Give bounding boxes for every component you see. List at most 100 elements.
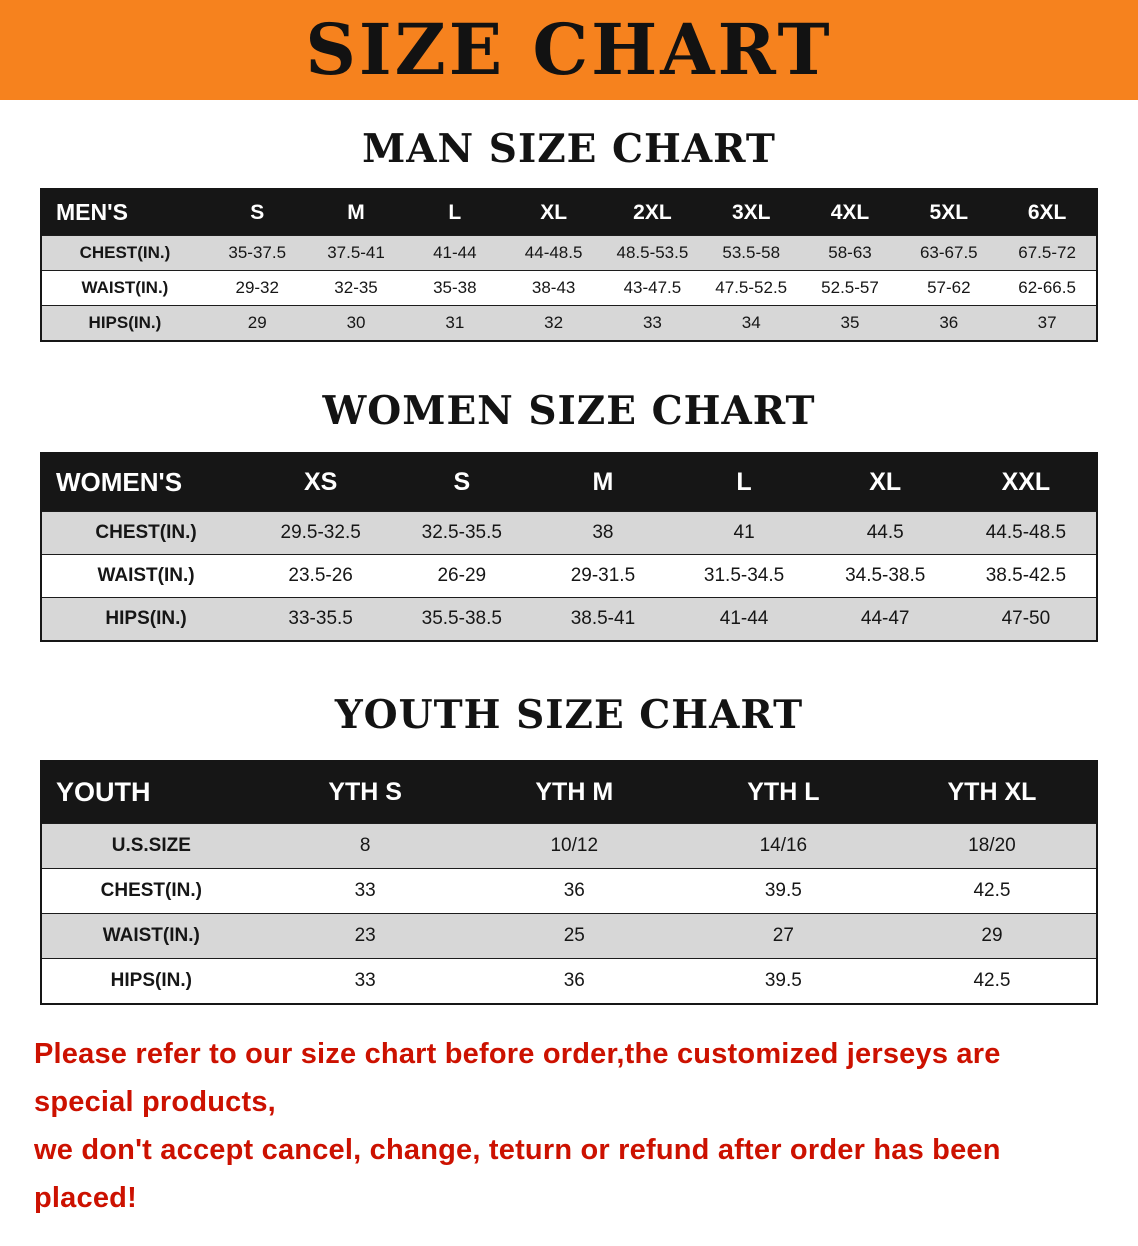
size-value-cell: 29.5-32.5 [250, 511, 392, 555]
size-column-header: XXL [1001, 468, 1051, 496]
size-value-cell: 43-47.5 [603, 270, 702, 306]
size-value-cell: 31 [405, 305, 505, 341]
size-value-cell: 32.5-35.5 [391, 511, 533, 555]
size-value-cell: 37 [998, 305, 1097, 341]
size-column-header: 5XL [929, 200, 969, 224]
row-label: WAIST(IN.) [41, 270, 208, 306]
disclaimer: Please refer to our size chart before or… [0, 1031, 1138, 1222]
size-value-cell: 47.5-52.5 [701, 270, 801, 306]
size-value-cell: 44.5 [814, 511, 956, 555]
size-column-header: YTH S [328, 778, 402, 806]
size-value-cell: 34 [701, 305, 801, 341]
youth-section-heading: YOUTH SIZE CHART [334, 692, 804, 738]
size-value-cell: 52.5-57 [800, 270, 900, 306]
disclaimer-line-1: Please refer to our size chart before or… [34, 1038, 1001, 1118]
size-value-cell: 10/12 [469, 823, 679, 869]
size-value-cell: 58-63 [800, 235, 900, 271]
size-column-header: XS [303, 468, 338, 496]
size-value-cell: 42.5 [887, 958, 1097, 1004]
size-column-header: XL [540, 200, 568, 224]
size-value-cell: 39.5 [678, 868, 888, 914]
table-row: WAIST(IN.) 23.5-26 26-29 29-31.5 31.5-34.5 34… [41, 554, 1097, 598]
size-value-cell: 36 [469, 958, 679, 1004]
size-value-cell: 33 [260, 958, 470, 1004]
table-row: U.S.SIZE 8 10/12 14/16 18/20 [41, 823, 1097, 869]
size-value-cell: 14/16 [678, 823, 888, 869]
size-value-cell: 42.5 [887, 868, 1097, 914]
size-value-cell: 29-32 [207, 270, 307, 306]
size-value-cell: 8 [260, 823, 470, 869]
size-value-cell: 41-44 [673, 597, 815, 641]
women-section-heading: WOMEN SIZE CHART [322, 388, 816, 434]
size-value-cell: 32 [504, 305, 604, 341]
banner: SIZE CHART [0, 0, 1138, 100]
size-column-header: L [448, 200, 462, 224]
men-size-table: MEN'S S M L XL 2XL 3XL 4XL 5XL 6XL CHEST(IN.) 35-37… [40, 188, 1098, 342]
size-value-cell: 33 [603, 305, 702, 341]
size-value-cell: 33-35.5 [250, 597, 392, 641]
size-column-header: 2XL [633, 200, 672, 224]
row-label: HIPS(IN.) [41, 305, 208, 341]
size-column-header: YTH XL [947, 778, 1037, 806]
size-value-cell: 26-29 [391, 554, 533, 598]
size-column-header: 6XL [1027, 200, 1067, 224]
size-value-cell: 39.5 [678, 958, 888, 1004]
table-row: HIPS(IN.) 29 30 31 32 33 34 35 36 37 [41, 305, 1097, 341]
youth-size-table: YOUTH YTH S YTH M YTH L YTH XL U.S.SIZE 8 10/12… [40, 760, 1098, 1005]
row-label: HIPS(IN.) [41, 597, 251, 641]
table-row: CHEST(IN.) 29.5-32.5 32.5-35.5 38 41 44.5 44.5… [41, 511, 1097, 555]
size-value-cell: 34.5-38.5 [814, 554, 956, 598]
youth-section: YOUTH SIZE CHART YOUTH YTH S YTH M YTH L YTH… [0, 692, 1138, 1005]
size-column-header: S [453, 468, 471, 496]
size-value-cell: 35 [800, 305, 900, 341]
table-row: CHEST(IN.) 35-37.5 37.5-41 41-44 44-48.5 48.5… [41, 235, 1097, 271]
size-value-cell: 35-37.5 [207, 235, 307, 271]
size-value-cell: 18/20 [887, 823, 1097, 869]
size-column-header: L [736, 468, 752, 496]
row-label: U.S.SIZE [41, 823, 261, 869]
size-column-header: S [250, 200, 265, 224]
row-label: HIPS(IN.) [41, 958, 261, 1004]
table-row: HIPS(IN.) 33 36 39.5 42.5 [41, 958, 1097, 1004]
table-row: HIPS(IN.) 33-35.5 35.5-38.5 38.5-41 41-44 44-… [41, 597, 1097, 641]
row-label: CHEST(IN.) [41, 235, 208, 271]
disclaimer-line-2: we don't accept cancel, change, teturn o… [34, 1133, 1001, 1214]
size-value-cell: 38.5-42.5 [955, 554, 1097, 598]
size-value-cell: 31.5-34.5 [673, 554, 815, 598]
size-value-cell: 33 [260, 868, 470, 914]
women-section: WOMEN SIZE CHART WOMEN'S XS S M L XL XXL CHEST(… [0, 388, 1138, 642]
page-title: SIZE CHART [305, 8, 833, 91]
size-column-header: M [347, 200, 365, 224]
size-value-cell: 25 [469, 913, 679, 959]
size-value-cell: 47-50 [955, 597, 1097, 641]
size-column-header: 4XL [830, 200, 870, 224]
size-value-cell: 44-47 [814, 597, 956, 641]
size-value-cell: 41 [673, 511, 815, 555]
row-label: CHEST(IN.) [41, 868, 261, 914]
size-value-cell: 53.5-58 [701, 235, 801, 271]
size-value-cell: 36 [899, 305, 999, 341]
size-column-header: M [592, 468, 614, 496]
table-header-row: WOMEN'S XS S M L XL XXL [41, 453, 1097, 512]
size-value-cell: 37.5-41 [306, 235, 406, 271]
size-column-header: 3XL [731, 200, 771, 224]
size-value-cell: 29 [887, 913, 1097, 959]
size-value-cell: 35.5-38.5 [391, 597, 533, 641]
size-value-cell: 57-62 [899, 270, 999, 306]
size-column-header: YTH M [535, 778, 614, 806]
table-header-row: MEN'S S M L XL 2XL 3XL 4XL 5XL 6XL [41, 189, 1097, 236]
size-column-header: XL [869, 468, 902, 496]
size-value-cell: 35-38 [405, 270, 505, 306]
size-value-cell: 27 [678, 913, 888, 959]
row-label: CHEST(IN.) [41, 511, 251, 555]
size-value-cell: 29-31.5 [532, 554, 674, 598]
table-corner-label: YOUTH [56, 777, 151, 807]
table-row: WAIST(IN.) 29-32 32-35 35-38 38-43 43-47.5 47.… [41, 270, 1097, 306]
women-size-table: WOMEN'S XS S M L XL XXL CHEST(IN.) 29.5-32.5 32.5… [40, 452, 1098, 642]
size-value-cell: 44.5-48.5 [955, 511, 1097, 555]
size-value-cell: 38.5-41 [532, 597, 674, 641]
size-value-cell: 23 [260, 913, 470, 959]
table-corner-label: MEN'S [56, 199, 128, 225]
table-row: CHEST(IN.) 33 36 39.5 42.5 [41, 868, 1097, 914]
